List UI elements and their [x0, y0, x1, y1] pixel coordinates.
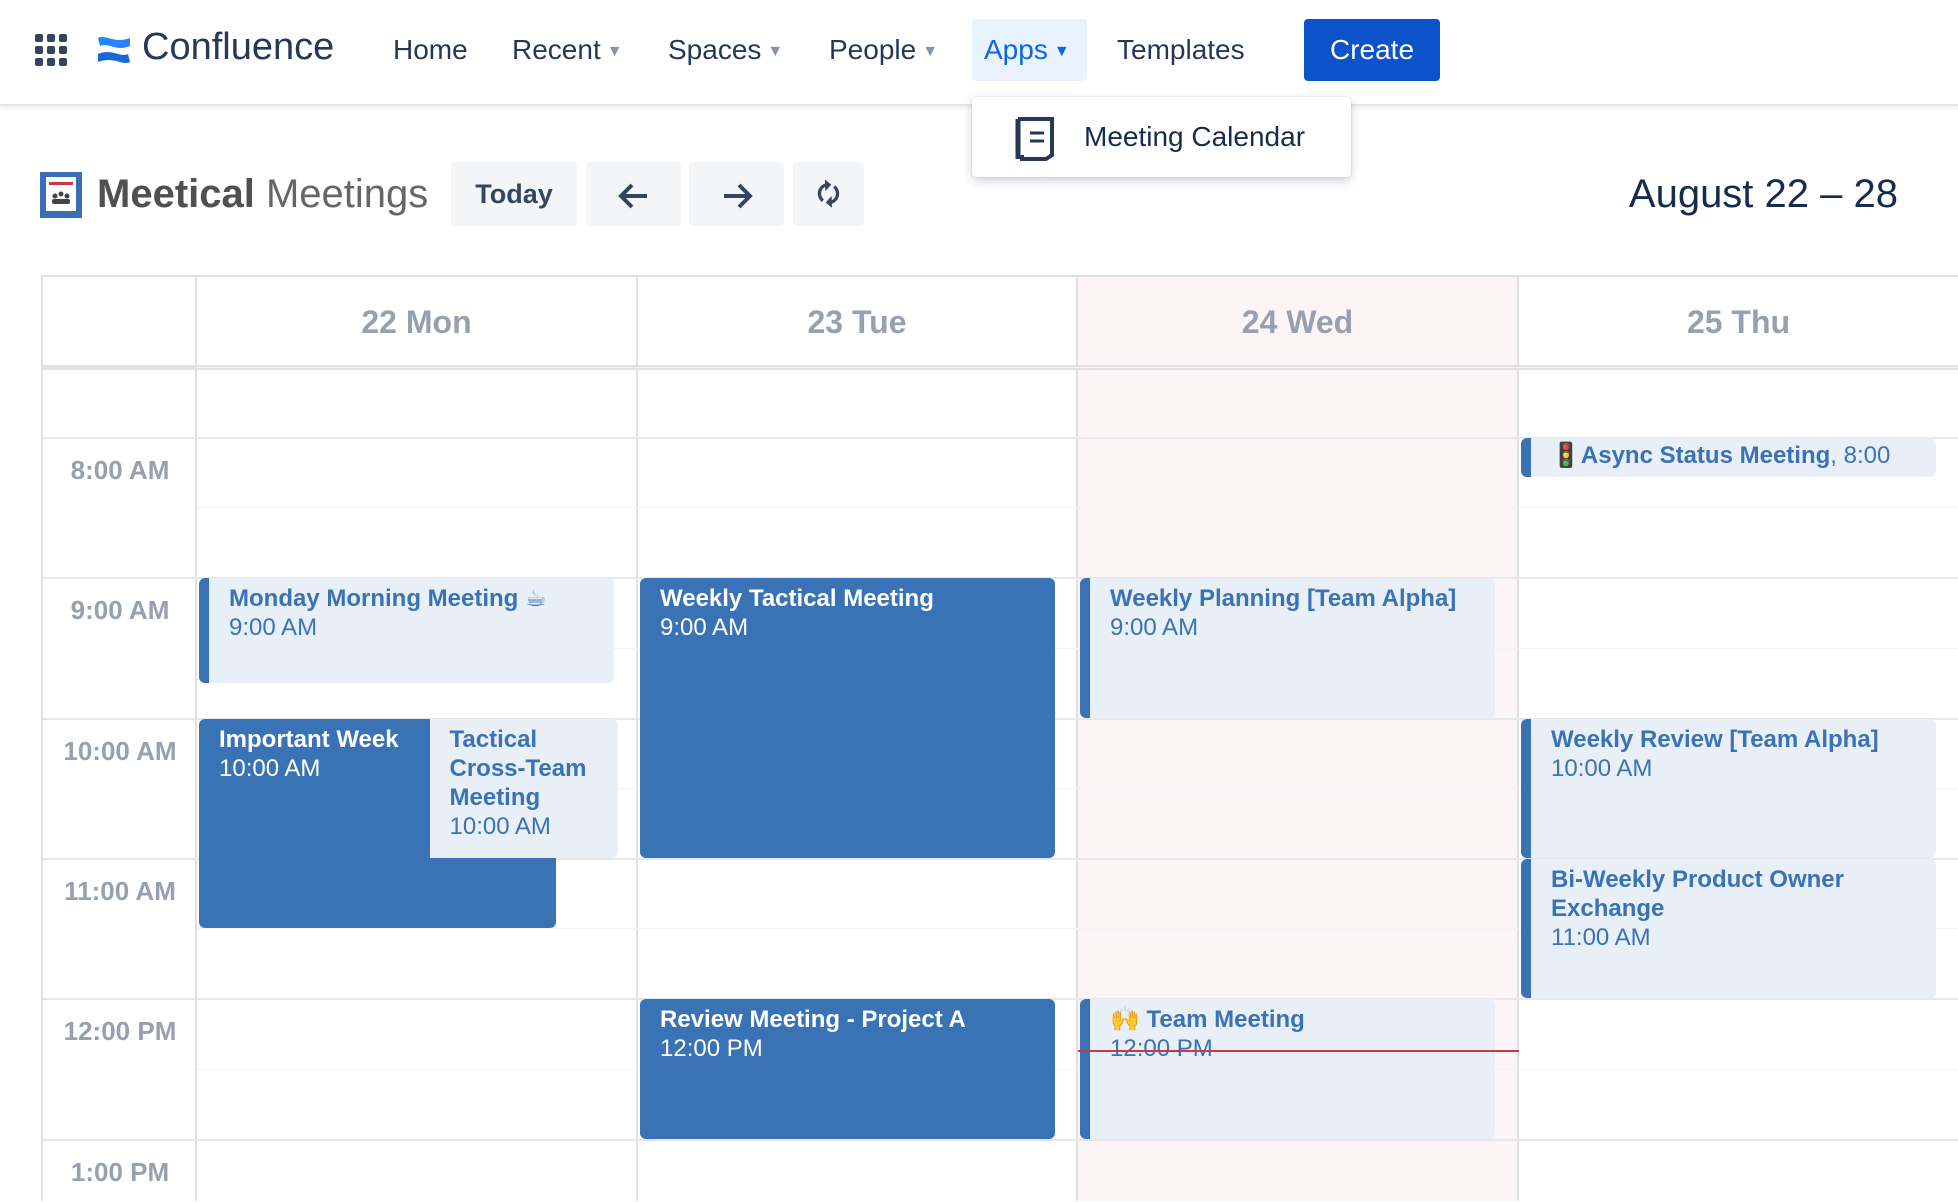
nav-recent[interactable]: Recent ▼: [500, 19, 635, 81]
nav-people-label: People: [829, 34, 917, 65]
grid-line: [197, 647, 1958, 649]
grid-line: [197, 928, 1958, 930]
event-title: Weekly Tactical Meeting: [660, 585, 934, 613]
top-navigation: Confluence Home Recent ▼ Spaces ▼ People ▼ …: [0, 0, 1958, 106]
nav-spaces-label: Spaces: [668, 34, 762, 65]
app-switcher-icon[interactable]: [35, 34, 67, 66]
day-header[interactable]: 23 Tue: [807, 304, 907, 340]
grid-line: [43, 1138, 1958, 1141]
date-range: August 22 – 28: [1628, 172, 1898, 216]
hour-label: 10:00 AM: [63, 735, 177, 766]
event-time: 10:00 AM: [449, 812, 551, 840]
next-week-button[interactable]: [689, 162, 784, 226]
event-bi-weekly-po[interactable]: Bi-Weekly Product Owner Exchange 11:00 AM: [1521, 859, 1936, 999]
brand-name: Meetical: [97, 172, 255, 216]
previous-week-button[interactable]: [586, 162, 681, 226]
event-time: 9:00 AM: [229, 614, 318, 642]
nav-recent-label: Recent: [512, 34, 601, 65]
event-time: 9:00 AM: [660, 614, 749, 642]
hour-label: 1:00 PM: [70, 1156, 170, 1187]
grid-line: [197, 507, 1958, 509]
chevron-down-icon: ▼: [606, 43, 623, 60]
meetical-logo-icon: [40, 172, 82, 218]
time-column: [43, 277, 197, 1201]
event-title: Weekly Review [Team Alpha]: [1551, 725, 1879, 753]
today-button[interactable]: Today: [451, 162, 577, 226]
chevron-down-icon: ▼: [922, 43, 939, 60]
app-title: Meetical Meetings: [97, 172, 428, 217]
hour-label: 8:00 AM: [70, 455, 170, 486]
grid-line: [43, 858, 1958, 861]
event-time: , 8:00: [1830, 442, 1891, 470]
menu-item-meeting-calendar[interactable]: Meeting Calendar: [972, 97, 1351, 177]
nav-templates-label: Templates: [1117, 34, 1245, 65]
event-title: 🙌 Team Meeting: [1110, 1006, 1305, 1034]
event-review-project-a[interactable]: Review Meeting - Project A 12:00 PM: [640, 999, 1055, 1139]
nav-home-label: Home: [393, 34, 468, 65]
event-time: 10:00 AM: [1551, 754, 1653, 782]
event-weekly-tactical[interactable]: Weekly Tactical Meeting 9:00 AM: [640, 578, 1055, 859]
nav-spaces[interactable]: Spaces ▼: [656, 19, 795, 81]
hour-label: 9:00 AM: [70, 595, 170, 626]
event-tactical-cross[interactable]: Tactical Cross-Team Meeting 10:00 AM: [419, 718, 618, 859]
event-title: Important Week: [219, 725, 399, 753]
nav-home[interactable]: Home: [381, 19, 480, 81]
nav-people[interactable]: People ▼: [817, 19, 950, 81]
apps-dropdown-menu: Meeting Calendar: [972, 97, 1351, 177]
grid-line: [197, 367, 1958, 368]
create-button[interactable]: Create: [1304, 19, 1440, 81]
event-mon-morning[interactable]: Monday Morning Meeting ☕ 9:00 AM: [199, 578, 614, 683]
day-header[interactable]: 24 Wed: [1241, 304, 1354, 340]
day-header[interactable]: 25 Thu: [1686, 304, 1791, 340]
event-time: 12:00 PM: [660, 1035, 763, 1063]
arrow-right-icon: [723, 183, 753, 209]
nav-apps-label: Apps: [984, 34, 1048, 65]
event-title: Bi-Weekly Product Owner Exchange: [1551, 866, 1844, 923]
product-name[interactable]: Confluence: [142, 26, 335, 68]
event-time: 9:00 AM: [1110, 614, 1199, 642]
event-time: 12:00 PM: [1110, 1035, 1213, 1063]
event-title: Weekly Planning [Team Alpha]: [1110, 585, 1457, 613]
event-async-status[interactable]: 🚦Async Status Meeting, 8:00: [1521, 438, 1936, 477]
grid-line: [197, 787, 1958, 789]
confluence-logo-icon[interactable]: [96, 32, 132, 68]
grid-line: [197, 1068, 1958, 1070]
refresh-icon: 🗘: [816, 179, 841, 209]
event-title: Monday Morning Meeting ☕: [229, 585, 547, 613]
hour-label: 12:00 PM: [63, 1016, 177, 1047]
app-subtitle: Meetings: [265, 172, 429, 216]
event-title: Review Meeting - Project A: [660, 1006, 966, 1034]
header-divider: [43, 365, 195, 370]
chevron-down-icon: ▼: [1053, 43, 1070, 60]
grid-line: [43, 437, 1958, 440]
event-weekly-review[interactable]: Weekly Review [Team Alpha] 10:00 AM: [1521, 718, 1936, 859]
calendar-document-icon: [1015, 117, 1054, 161]
event-weekly-planning[interactable]: Weekly Planning [Team Alpha] 9:00 AM: [1080, 578, 1495, 718]
refresh-button[interactable]: 🗘: [793, 162, 864, 226]
day-header[interactable]: 22 Mon: [361, 304, 472, 340]
event-time: 10:00 AM: [219, 754, 321, 782]
menu-item-label: Meeting Calendar: [1084, 121, 1306, 152]
nav-templates[interactable]: Templates: [1105, 19, 1257, 81]
nav-apps[interactable]: Apps ▼: [972, 19, 1087, 81]
current-time-indicator: [1078, 1049, 1519, 1052]
arrow-left-icon: [617, 183, 647, 209]
hour-label: 11:00 AM: [64, 876, 176, 907]
event-team-meeting[interactable]: 🙌 Team Meeting 12:00 PM: [1080, 999, 1495, 1139]
event-title: 🚦Async Status Meeting: [1551, 442, 1831, 470]
chevron-down-icon: ▼: [767, 43, 784, 60]
event-time: 11:00 AM: [1551, 924, 1651, 952]
event-title: Tactical Cross-Team Meeting: [449, 725, 587, 811]
week-calendar: 22 Mon 23 Tue 24 Wed 25 Thu 8:00 AM 9:00 …: [41, 275, 1958, 1201]
